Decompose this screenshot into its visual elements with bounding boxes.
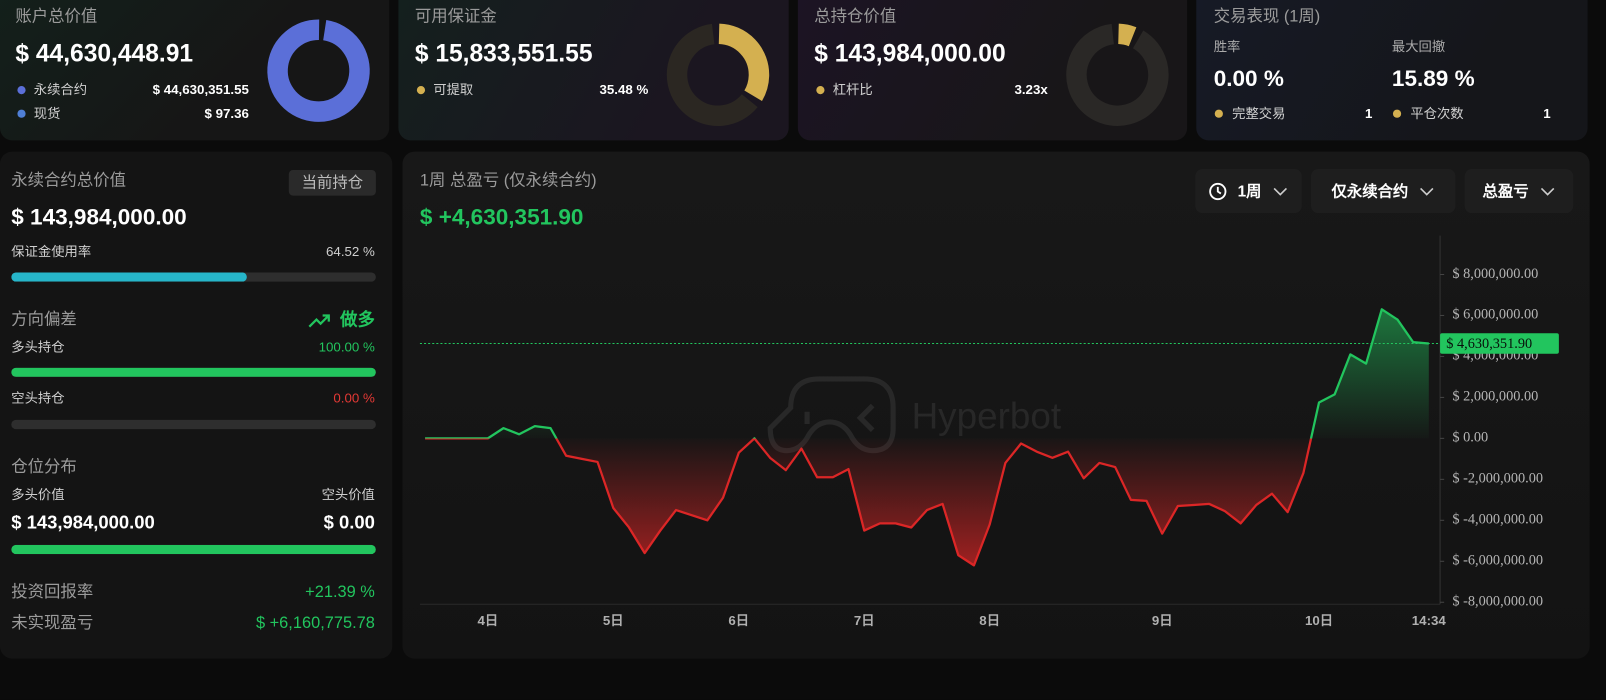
metric-value: $ 0.00 xyxy=(323,512,375,533)
pnl-line xyxy=(425,308,1429,567)
card-value: $ 143,984,000.00 xyxy=(814,39,1006,68)
metric-label: 多头价值 xyxy=(11,486,65,502)
card-title: 总持仓价值 xyxy=(814,8,897,26)
row-value: $ 97.36 xyxy=(204,105,249,121)
y-tick-label: $ 2,000,000.00 xyxy=(1452,389,1538,405)
watermark-text: Hyperbot xyxy=(912,396,1062,437)
row-label: 可提取 xyxy=(433,81,474,98)
dropdown-label: 1周 xyxy=(1237,183,1262,201)
x-tick-label: 5日 xyxy=(603,613,624,628)
legend-dot xyxy=(816,86,825,95)
stat-label: 胜率 xyxy=(1213,38,1241,55)
current-value-badge xyxy=(1440,333,1559,354)
y-tick-label: $ -8,000,000.00 xyxy=(1452,594,1543,610)
metric-value: $ +6,160,775.78 xyxy=(255,614,375,632)
card-value: $ 15,833,551.55 xyxy=(414,39,593,68)
dropdown-label: 总盈亏 xyxy=(1482,183,1529,201)
ratio-fill xyxy=(11,544,376,555)
metric-label: 未实现盈亏 xyxy=(11,614,94,632)
x-tick-label: 4日 xyxy=(477,613,498,628)
row-value: 3.23x xyxy=(1014,81,1048,98)
y-tick-label: $ -4,000,000.00 xyxy=(1452,512,1543,528)
panel-value: $ 143,984,000.00 xyxy=(11,203,187,230)
legend-dot xyxy=(17,109,26,118)
metric-value: 100.00 % xyxy=(318,339,375,355)
y-tick-label: $ -2,000,000.00 xyxy=(1452,471,1543,487)
donut-arc xyxy=(267,19,370,122)
progress-track xyxy=(11,272,376,282)
card-title: 可用保证金 xyxy=(414,8,497,26)
stat-label: 最大回撤 xyxy=(1391,38,1446,55)
y-tick-label: $ -6,000,000.00 xyxy=(1452,553,1543,569)
metric-label: 空头持仓 xyxy=(11,390,65,406)
panel-title: 永续合约总价值 xyxy=(11,172,126,190)
legend-dot xyxy=(1392,109,1402,118)
x-tick-label: 7日 xyxy=(854,613,875,628)
metric-value: +21.39 % xyxy=(305,583,375,602)
section-title: 仓位分布 xyxy=(11,458,77,477)
range-dropdown[interactable]: 1周 xyxy=(1195,168,1302,214)
row-value: 35.48 % xyxy=(599,81,649,98)
badge-button[interactable]: 当前持仓 xyxy=(288,170,376,196)
perp-panel xyxy=(0,151,393,659)
stat-value: 0.00 % xyxy=(1213,65,1284,92)
card-title: 账户总价值 xyxy=(15,8,98,26)
metric-label: 保证金使用率 xyxy=(11,243,92,260)
y-tick-label: $ 8,000,000.00 xyxy=(1452,266,1538,282)
donut-track xyxy=(666,23,770,126)
row-label: 永续合约 xyxy=(33,81,88,98)
row-value: 1 xyxy=(1543,105,1551,121)
chart-title: 1周 总盈亏 (仅永续合约) xyxy=(419,172,597,190)
trend-icon xyxy=(308,314,330,328)
x-tick-label: 6日 xyxy=(728,613,749,628)
donut-track xyxy=(1066,23,1169,126)
clock-icon xyxy=(1209,182,1227,200)
metric-label: 空头价值 xyxy=(321,486,375,502)
metric-label: 投资回报率 xyxy=(11,583,94,602)
legend-dot xyxy=(1214,109,1223,118)
card-title: 交易表现 (1周) xyxy=(1213,8,1321,26)
chevron xyxy=(1540,187,1554,196)
progress-track xyxy=(11,419,376,430)
progress-track xyxy=(11,367,376,377)
metric-label: 多头持仓 xyxy=(11,339,65,355)
stat-value: 15.89 % xyxy=(1391,65,1475,92)
row-label: 完整交易 xyxy=(1232,105,1286,121)
x-tick-label: 10日 xyxy=(1305,613,1333,628)
scope-dropdown[interactable]: 仅永续合约 xyxy=(1311,168,1456,214)
metric-value: 0.00 % xyxy=(333,390,375,406)
chart-subtitle: $ +4,630,351.90 xyxy=(419,203,584,230)
pnl-area xyxy=(425,309,1429,566)
progress-track xyxy=(11,544,376,555)
performance-card xyxy=(1196,0,1588,141)
row-label: 杠杆比 xyxy=(832,81,873,98)
dropdown-label: 仅永续合约 xyxy=(1331,183,1409,201)
row-label: 平仓次数 xyxy=(1410,105,1464,121)
row-label: 现货 xyxy=(33,105,61,121)
progress-fill xyxy=(11,272,247,282)
legend-dot xyxy=(17,86,26,95)
bias: 做多 xyxy=(340,310,375,330)
y-tick-label: $ 6,000,000.00 xyxy=(1452,307,1538,323)
row-value: $ 44,630,351.55 xyxy=(152,81,249,98)
progress-fill xyxy=(11,367,376,377)
metric-value: $ 143,984,000.00 xyxy=(11,512,155,533)
metric-value: 64.52 % xyxy=(326,243,375,260)
y-tick-label: $ 0.00 xyxy=(1452,430,1488,446)
metric-dropdown[interactable]: 总盈亏 xyxy=(1464,168,1574,214)
card-value: $ 44,630,448.91 xyxy=(15,39,194,68)
x-tick-label: 8日 xyxy=(979,613,1000,628)
current-value-label: $ 4,630,351.90 xyxy=(1446,336,1532,352)
section-title: 方向偏差 xyxy=(11,311,77,329)
chevron xyxy=(1273,187,1287,196)
row-value: 1 xyxy=(1365,105,1373,121)
x-tick-label: 9日 xyxy=(1152,613,1173,628)
chevron xyxy=(1420,187,1434,196)
legend-dot xyxy=(416,86,426,95)
x-tick-label: 14:34 xyxy=(1412,613,1447,628)
